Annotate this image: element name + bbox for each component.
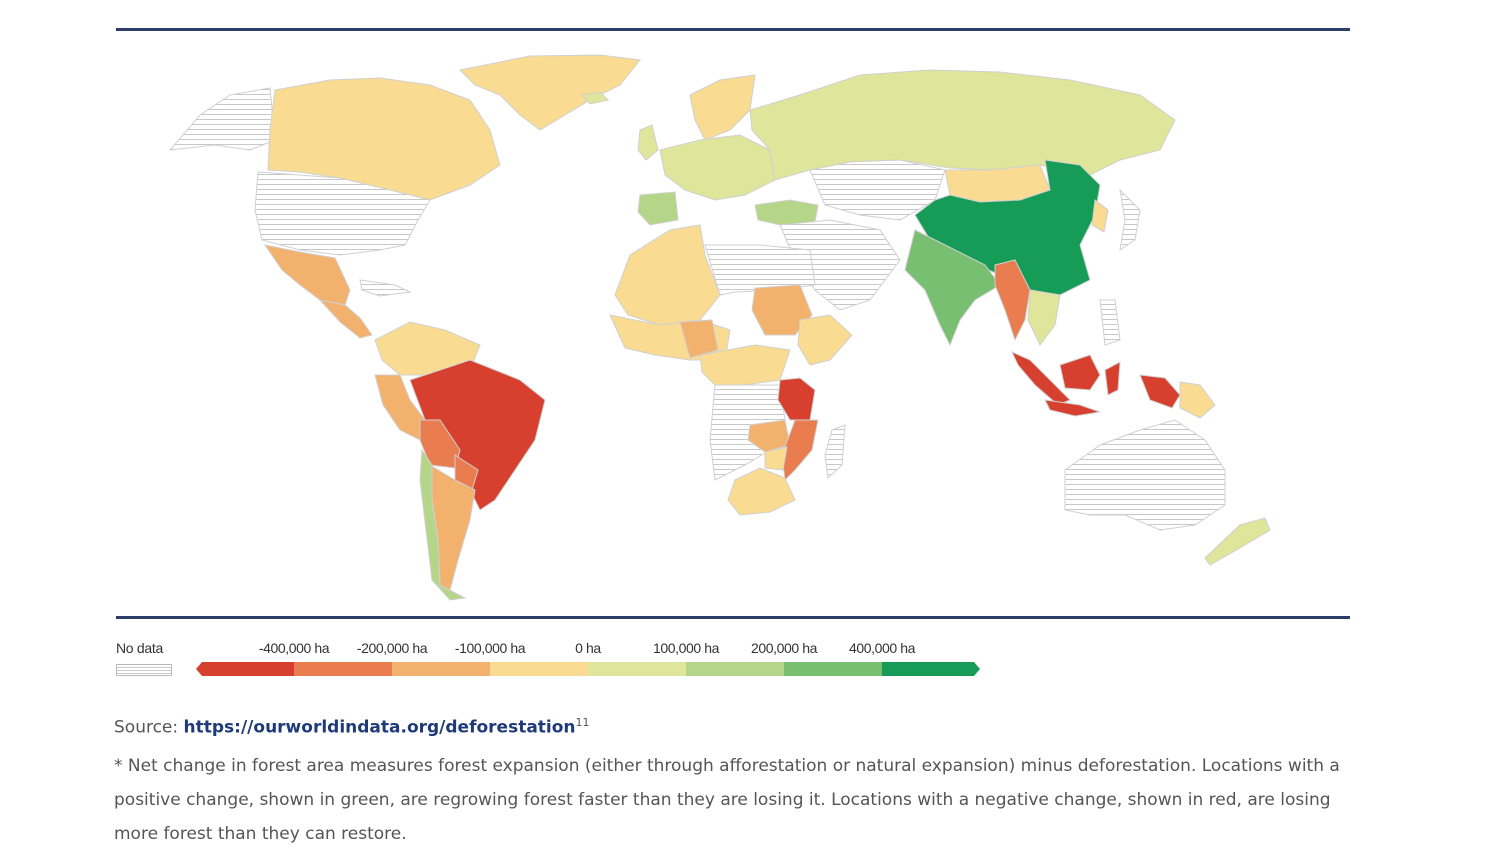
scale-label-neg-400k: -400,000 ha <box>258 640 330 656</box>
japan <box>1119 188 1141 252</box>
india <box>904 229 1001 347</box>
madagascar <box>824 424 846 480</box>
iceland <box>581 91 609 105</box>
zimbabwe <box>764 446 788 471</box>
scale-label-zero: 0 ha <box>575 640 601 656</box>
scale-swatch-4 <box>490 662 588 676</box>
north-africa <box>614 224 721 326</box>
scale-label-100k: 100,000 ha <box>652 640 720 656</box>
scale-swatch-7 <box>784 662 882 676</box>
scale-label-neg-200k: -200,000 ha <box>356 640 428 656</box>
canada <box>267 77 501 201</box>
korea-japan <box>1091 199 1109 233</box>
indonesia-borneo <box>1059 354 1101 391</box>
color-scale-bar <box>196 662 980 676</box>
no-data-label: No data <box>116 640 163 656</box>
iberia <box>637 191 679 226</box>
no-data-swatch <box>116 664 172 676</box>
chile <box>419 448 467 601</box>
papua-new-guinea <box>1179 381 1216 419</box>
source-link[interactable]: https://ourworldindata.org/deforestation <box>183 717 576 738</box>
alaska <box>168 87 276 151</box>
usa <box>254 171 431 256</box>
indonesia-papua <box>1139 374 1181 409</box>
scale-swatch-3 <box>392 662 490 676</box>
scale-swatch-2 <box>294 662 392 676</box>
map-legend: No data -400,000 ha -200,000 ha -100,000… <box>114 638 1014 688</box>
indonesia-sulawesi <box>1104 361 1121 396</box>
turkey <box>754 199 819 226</box>
nigeria <box>679 319 719 359</box>
source-line: Source: https://ourworldindata.org/defor… <box>114 716 590 738</box>
footnote-ref: 11 <box>575 716 590 729</box>
uk <box>637 124 659 161</box>
scale-swatch-1 <box>196 662 294 676</box>
scale-label-neg-100k: -100,000 ha <box>454 640 526 656</box>
scale-swatch-6 <box>686 662 784 676</box>
russia <box>749 69 1176 181</box>
footnote: * Net change in forest area measures for… <box>114 756 1340 844</box>
world-map <box>168 54 1271 601</box>
mozambique <box>781 419 819 482</box>
new-zealand <box>1204 517 1271 566</box>
bottom-rule <box>116 616 1350 619</box>
europe <box>659 134 776 201</box>
indonesia-java <box>1044 399 1101 417</box>
scale-swatch-5 <box>588 662 686 676</box>
southern-africa <box>727 467 796 516</box>
indonesia-sumatra <box>1010 351 1071 406</box>
australia <box>1064 419 1226 531</box>
philippines <box>1099 299 1121 346</box>
greenland <box>458 54 641 131</box>
sudan <box>751 284 813 336</box>
central-america <box>318 299 373 339</box>
top-rule <box>116 28 1350 31</box>
zambia <box>747 419 791 453</box>
southeast-asia <box>1027 289 1061 346</box>
caribbean <box>359 279 412 297</box>
scandinavia <box>689 74 756 141</box>
myanmar <box>994 259 1031 342</box>
scale-label-200k: 200,000 ha <box>750 640 818 656</box>
scale-label-400k: 400,000 ha <box>848 640 916 656</box>
scale-swatch-8 <box>882 662 980 676</box>
central-africa <box>699 344 791 386</box>
source-prefix: Source: <box>114 717 184 738</box>
horn-of-africa <box>797 314 853 366</box>
